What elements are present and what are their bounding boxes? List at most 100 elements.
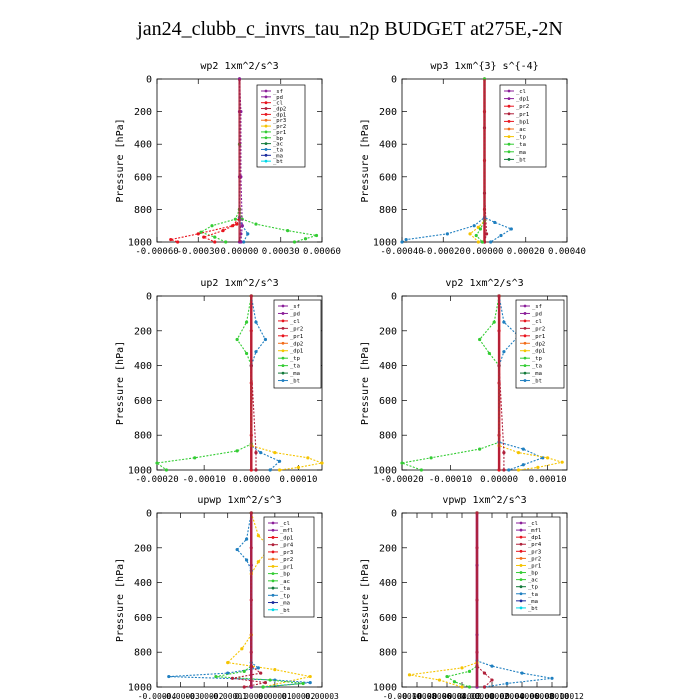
data-point: [478, 227, 482, 231]
data-point: [242, 685, 246, 689]
legend-marker: [507, 150, 511, 154]
legend-label: _pr4: [280, 543, 294, 549]
legend-label: _sf: [532, 304, 542, 310]
y-tick-label: 1000: [373, 238, 397, 249]
legend-marker: [523, 312, 527, 315]
legend-marker: [281, 349, 285, 353]
panel-4: vp2 1xm^2/s^3 Pressure [hPa] 0 200 400 600 800…: [360, 278, 568, 485]
data-point: [487, 351, 491, 356]
x-tick-label: 0.00003: [305, 692, 339, 700]
legend-marker: [271, 601, 275, 604]
legend-marker: [281, 304, 285, 308]
data-point: [474, 233, 478, 238]
legend-label: _mfl: [280, 528, 293, 534]
data-point: [505, 681, 509, 686]
panel-title: up2 1xm^2/s^3: [200, 278, 278, 289]
legend-label: _bt: [532, 379, 542, 385]
data-point: [484, 232, 489, 236]
legend-label: _ma: [532, 371, 542, 377]
data-point: [244, 320, 249, 324]
series-line-tp: [498, 295, 545, 471]
legend-marker: [507, 158, 511, 161]
data-point: [256, 666, 260, 670]
legend-marker: [281, 379, 285, 382]
data-point: [256, 560, 260, 564]
y-axis-label: Pressure [hPa]: [360, 558, 371, 642]
data-point: [259, 671, 263, 675]
data-point: [320, 461, 324, 465]
legend-label: _pr1: [516, 112, 529, 118]
legend-label: _pr1: [532, 334, 545, 340]
data-point: [478, 337, 482, 342]
data-point: [193, 456, 197, 460]
legend-label: _pr2: [273, 124, 286, 130]
x-tick-label: 0.00000: [221, 247, 259, 257]
legend-label: _dp2: [532, 341, 545, 347]
x-tick-label: -0.00002: [443, 692, 482, 700]
legend-marker: [519, 535, 523, 539]
legend-marker: [523, 371, 527, 375]
data-point: [493, 220, 497, 225]
data-point: [308, 681, 312, 685]
legend-label: _bt: [273, 159, 283, 165]
data-point: [210, 224, 214, 228]
y-axis-label: Pressure [hPa]: [115, 341, 126, 425]
data-point: [244, 537, 249, 541]
y-tick-label: 600: [134, 172, 152, 183]
legend-marker: [264, 118, 268, 122]
data-point: [235, 449, 239, 453]
legend-marker: [519, 556, 523, 560]
legend-marker: [523, 379, 527, 382]
y-tick-label: 0: [391, 292, 397, 303]
data-point: [277, 468, 282, 472]
data-point: [516, 468, 521, 472]
legend-marker: [264, 159, 268, 163]
legend-label: _bp: [528, 571, 538, 577]
y-tick-label: 600: [134, 396, 152, 407]
y-tick-label: 0: [146, 292, 152, 303]
panel-title: wp3 1xm^{3} s^{-4}: [430, 61, 538, 72]
data-point: [155, 461, 159, 465]
data-point: [176, 240, 180, 244]
x-tick-label: -0.00020: [135, 475, 178, 485]
y-axis-label: Pressure [hPa]: [360, 341, 371, 425]
data-point: [521, 463, 525, 467]
legend-marker: [507, 112, 511, 116]
x-tick-label: -0.00030: [177, 247, 220, 257]
x-tick-label: 0.00012: [550, 692, 584, 700]
legend-marker: [519, 542, 523, 546]
x-tick-label: 0.00000: [234, 692, 268, 700]
series-line-dp1: [498, 296, 505, 470]
y-tick-label: 200: [379, 543, 397, 554]
plot-frame: [156, 295, 323, 471]
data-point: [492, 320, 496, 324]
data-point: [254, 222, 258, 226]
figure-title: jan24_clubb_c_invrs_tau_n2p BUDGET at275…: [137, 18, 563, 40]
x-tick-label: 0.00010: [279, 475, 317, 485]
y-tick-label: 800: [134, 648, 152, 659]
y-axis-label: Pressure [hPa]: [115, 558, 126, 642]
panel-1: wp2 1xm^2/s^3 Pressure [hPa] 0 200 400 600 800…: [115, 61, 341, 257]
legend-label: _bp: [280, 572, 290, 578]
data-point: [263, 337, 268, 342]
legend-label: _ta: [280, 586, 290, 592]
legend-label: _cl: [280, 521, 290, 527]
data-point: [213, 240, 217, 244]
legend-marker: [264, 112, 268, 116]
y-tick-label: 0: [391, 509, 397, 520]
y-tick-label: 200: [134, 326, 152, 337]
x-tick-label: -0.00004: [138, 692, 177, 700]
data-point: [509, 227, 513, 231]
data-point: [404, 237, 408, 242]
legend-label: _tp: [516, 135, 526, 141]
series-line-dp1: [202, 79, 241, 243]
data-point: [499, 233, 503, 238]
x-tick-label: 0.00002: [475, 692, 509, 700]
y-tick-label: 0: [391, 75, 397, 86]
x-tick-label: 0.00008: [520, 692, 554, 700]
legend-label: _pr2: [290, 326, 303, 332]
data-point: [536, 465, 540, 469]
legend-label: _tp: [290, 356, 300, 362]
legend-marker: [264, 95, 268, 99]
x-tick-label: 0.00000: [480, 475, 518, 485]
